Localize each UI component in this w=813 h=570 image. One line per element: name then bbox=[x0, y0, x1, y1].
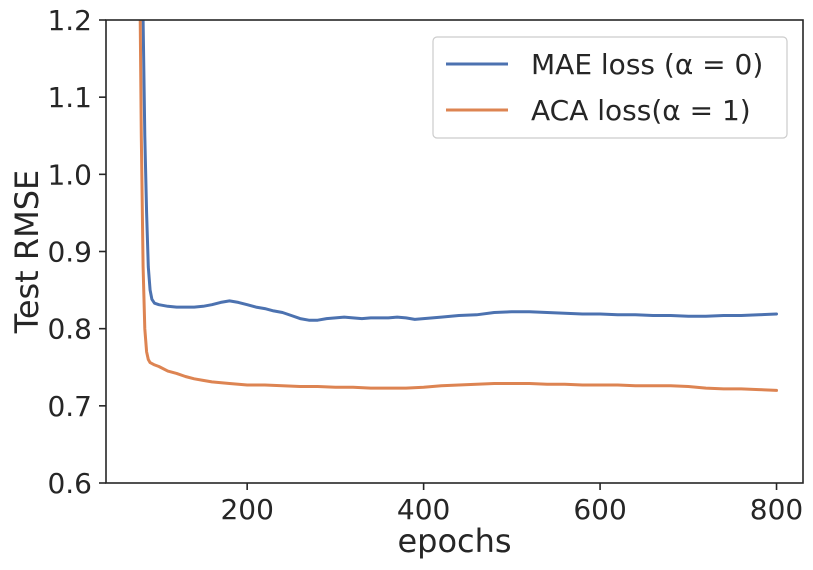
x-axis-label: epochs bbox=[397, 522, 511, 560]
series-line-mae bbox=[141, 20, 778, 322]
y-tick-label: 0.7 bbox=[47, 390, 92, 423]
series-line-aca bbox=[138, 20, 778, 392]
y-axis: 0.6 0.7 0.8 0.9 1.0 1.1 1.2 bbox=[47, 4, 106, 500]
legend-label-mae: MAE loss (α = 0) bbox=[531, 48, 763, 81]
x-tick-label: 200 bbox=[220, 493, 273, 526]
y-axis-label: Test RMSE bbox=[8, 170, 46, 335]
y-tick-label: 1.1 bbox=[47, 81, 92, 114]
y-tick-label: 0.8 bbox=[47, 313, 92, 346]
y-tick-label: 0.6 bbox=[47, 467, 92, 500]
legend: MAE loss (α = 0) ACA loss(α = 1) bbox=[432, 36, 788, 139]
y-tick-label: 1.2 bbox=[47, 4, 92, 37]
x-tick-label: 600 bbox=[573, 493, 626, 526]
x-tick-label: 800 bbox=[750, 493, 803, 526]
y-tick-label: 1.0 bbox=[47, 158, 92, 191]
x-axis: 200 400 600 800 bbox=[220, 483, 803, 526]
legend-label-aca: ACA loss(α = 1) bbox=[531, 94, 751, 127]
x-tick-label: 400 bbox=[397, 493, 450, 526]
series-layer bbox=[138, 20, 778, 392]
legend-frame bbox=[432, 36, 788, 139]
y-tick-label: 0.9 bbox=[47, 236, 92, 269]
